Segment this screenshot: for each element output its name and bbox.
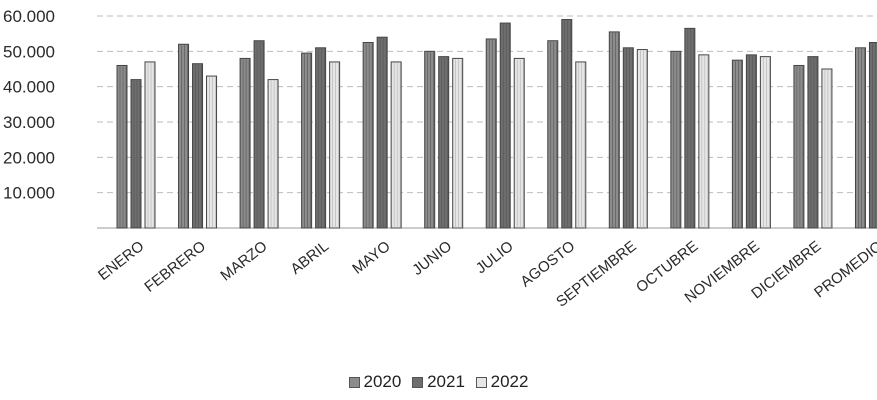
bar-2022-abril xyxy=(329,61,341,229)
bar-2021-septiembre xyxy=(622,47,634,229)
legend: 2020 2021 2022 xyxy=(0,372,877,393)
y-tick-label: 30.000 xyxy=(3,113,55,132)
bar-2020-promedio xyxy=(854,47,866,229)
y-tick-label: 40.000 xyxy=(3,78,55,97)
bar-2021-diciembre xyxy=(807,56,819,229)
legend-item-2020: 2020 xyxy=(348,372,402,392)
bars xyxy=(116,19,877,229)
legend-swatch-2022 xyxy=(475,376,487,388)
bar-2020-noviembre xyxy=(731,59,743,229)
bar-2020-agosto xyxy=(547,40,559,229)
legend-label-2020: 2020 xyxy=(363,372,402,391)
bar-2022-agosto xyxy=(575,61,587,229)
y-tick-label: 60.000 xyxy=(3,7,55,26)
legend-label-2021: 2021 xyxy=(427,372,465,391)
bar-2022-febrero xyxy=(206,75,218,229)
y-axis: 60.000 50.000 40.000 30.000 20.000 10.000 xyxy=(3,7,55,203)
bar-2020-mayo xyxy=(362,42,374,229)
bar-2020-marzo xyxy=(239,57,251,229)
legend-swatch-2020 xyxy=(348,376,360,388)
y-tick-label: 50.000 xyxy=(3,42,55,61)
bar-2022-julio xyxy=(513,57,525,229)
bar-2020-abril xyxy=(301,52,313,229)
bar-2020-enero xyxy=(116,64,128,229)
legend-item-2021: 2021 xyxy=(412,372,465,392)
bar-2021-julio xyxy=(499,22,511,229)
x-tick-label: MAYO xyxy=(349,238,393,278)
x-tick-label: MARZO xyxy=(217,238,270,285)
bar-2021-febrero xyxy=(192,63,204,229)
bar-2022-diciembre xyxy=(821,68,833,229)
bar-2020-febrero xyxy=(178,43,190,229)
bar-2021-agosto xyxy=(561,19,573,229)
x-tick-label: ABRIL xyxy=(287,238,332,278)
legend-swatch-2021 xyxy=(412,376,424,388)
legend-item-2022: 2022 xyxy=(475,372,529,392)
bar-2022-marzo xyxy=(267,79,279,229)
bar-2022-septiembre xyxy=(636,49,648,229)
y-tick-label: 20.000 xyxy=(3,148,55,167)
bar-2021-promedio xyxy=(868,42,877,229)
bar-2022-noviembre xyxy=(759,56,771,229)
bar-2021-noviembre xyxy=(745,54,757,229)
bar-2020-diciembre xyxy=(793,64,805,229)
bar-2021-enero xyxy=(130,79,142,229)
bar-2020-septiembre xyxy=(608,31,620,229)
x-tick-label: JUNIO xyxy=(409,238,455,279)
bar-2021-abril xyxy=(315,47,327,229)
bar-2022-mayo xyxy=(390,61,402,229)
x-tick-label: ENERO xyxy=(95,238,148,284)
bar-2021-marzo xyxy=(253,40,265,229)
bar-2021-octubre xyxy=(684,27,696,229)
bar-2021-mayo xyxy=(376,36,388,229)
x-tick-label: JULIO xyxy=(473,238,517,278)
bar-2020-julio xyxy=(485,38,497,229)
bar-2022-octubre xyxy=(698,54,710,229)
bar-2022-junio xyxy=(452,57,464,229)
bar-2020-junio xyxy=(424,50,436,229)
bar-2022-enero xyxy=(144,61,156,229)
x-tick-label: FEBRERO xyxy=(141,238,209,296)
x-tick-label: AGOSTO xyxy=(517,238,578,291)
y-tick-label: 10.000 xyxy=(3,184,55,203)
bar-2021-junio xyxy=(438,56,450,229)
legend-label-2022: 2022 xyxy=(490,372,529,391)
bar-2020-octubre xyxy=(670,50,682,229)
